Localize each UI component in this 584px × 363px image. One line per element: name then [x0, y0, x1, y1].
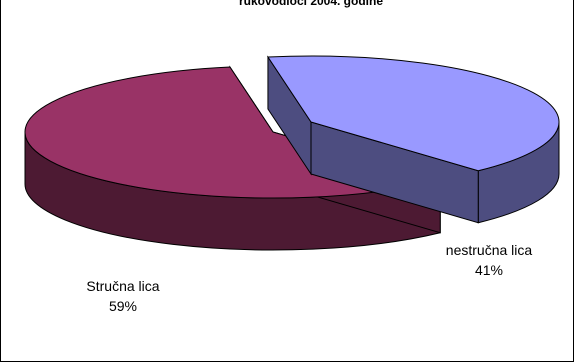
slice-name-strucna: Stručna lica	[86, 278, 160, 294]
slice-name-nestrucna: nestručna lica	[445, 242, 533, 258]
pie-chart	[24, 55, 560, 251]
chart-title: rukovodioci 2004. godine	[238, 0, 384, 8]
slice-label-nestrucna: nestručna lica 41%	[429, 240, 549, 280]
slice-top-nestrucna	[267, 55, 560, 172]
slice-percent-strucna: 59%	[108, 298, 138, 314]
slice-label-strucna: Stručna lica 59%	[63, 276, 183, 316]
slice-percent-nestrucna: 41%	[474, 262, 504, 278]
